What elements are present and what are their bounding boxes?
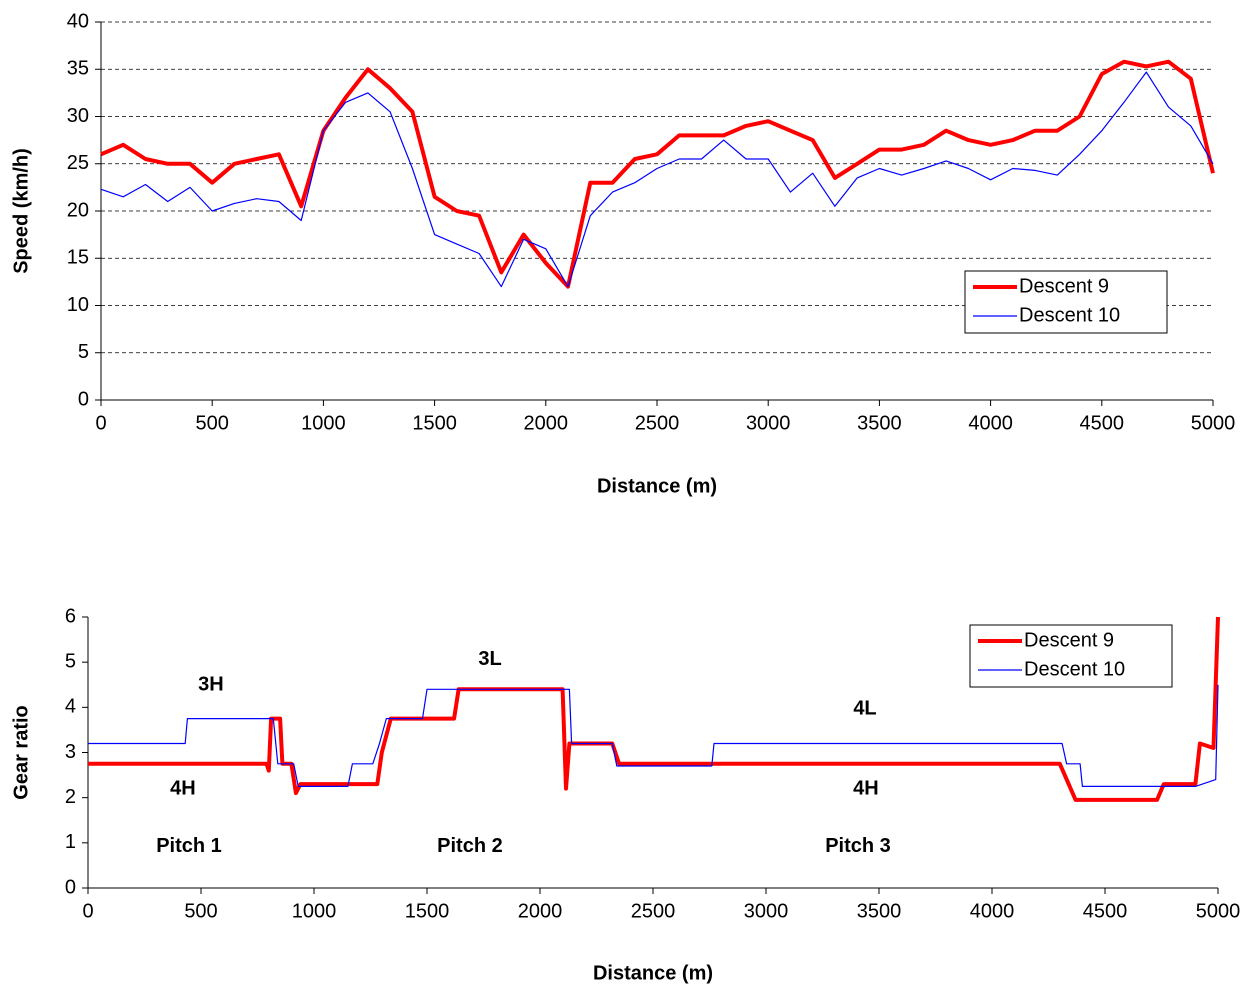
x-tick-label: 2000 (518, 900, 563, 922)
x-tick-label: 2500 (631, 900, 676, 922)
x-tick-label: 1000 (292, 900, 337, 922)
x-axis-title: Distance (m) (593, 962, 713, 984)
y-tick-label: 25 (67, 152, 89, 174)
legend-label: Descent 9 (1024, 629, 1114, 651)
x-tick-label: 4500 (1083, 900, 1128, 922)
y-axis-title: Speed (km/h) (10, 148, 32, 274)
x-tick-label: 4500 (1080, 412, 1125, 434)
annotation: Pitch 1 (156, 835, 222, 857)
annotation: Pitch 3 (825, 835, 891, 857)
annotation: 4H (853, 777, 879, 799)
x-tick-label: 500 (196, 412, 229, 434)
annotation: 3H (198, 673, 224, 695)
series-line (88, 684, 1219, 787)
legend-box (964, 270, 1168, 334)
y-tick-label: 4 (65, 696, 76, 718)
x-tick-label: 2000 (524, 412, 569, 434)
x-tick-label: 4000 (968, 412, 1013, 434)
y-tick-label: 5 (78, 341, 89, 363)
legend: Descent 9 Descent 10 (969, 624, 1173, 688)
x-tick-label: 3000 (744, 900, 789, 922)
annotation: 4L (853, 697, 876, 719)
x-tick-label: 1500 (412, 412, 457, 434)
x-tick-label: 3500 (857, 412, 902, 434)
chart: 0 1 2 3 4 5 6 0 500 1000 1500 2000 2500 3000 3500 4000 4… (10, 605, 1240, 984)
y-tick-label: 1 (65, 831, 76, 853)
y-tick-label: 0 (65, 876, 76, 898)
x-tick-label: 1000 (301, 412, 346, 434)
x-tick-label: 0 (95, 412, 106, 434)
x-tick-label: 500 (184, 900, 217, 922)
x-tick-label: 5000 (1191, 412, 1236, 434)
annotation: Pitch 2 (437, 835, 503, 857)
legend-label: Descent 9 (1019, 275, 1109, 297)
legend: Descent 9 Descent 10 (964, 270, 1168, 334)
y-tick-label: 15 (67, 247, 89, 269)
series-line (100, 71, 1214, 288)
legend-box (969, 624, 1173, 688)
y-tick-label: 6 (65, 605, 76, 627)
x-tick-label: 1500 (405, 900, 450, 922)
y-axis-title: Gear ratio (10, 705, 32, 799)
y-tick-label: 35 (67, 58, 89, 80)
legend-label: Descent 10 (1019, 304, 1120, 326)
x-tick-label: 4000 (970, 900, 1015, 922)
y-tick-label: 20 (67, 199, 89, 221)
annotation: 4H (170, 777, 196, 799)
y-tick-label: 30 (67, 105, 89, 127)
x-tick-label: 5000 (1196, 900, 1241, 922)
x-tick-label: 0 (82, 900, 93, 922)
series-line (100, 59, 1215, 289)
x-axis-title: Distance (m) (597, 475, 717, 497)
x-tick-label: 3500 (857, 900, 902, 922)
y-tick-label: 10 (67, 294, 89, 316)
chart: 0 5 10 15 20 25 30 35 40 0 500 1000 1500 2000 2500 3000… (10, 10, 1235, 497)
y-tick-label: 5 (65, 650, 76, 672)
y-tick-label: 2 (65, 786, 76, 808)
y-tick-label: 0 (78, 388, 89, 410)
y-tick-label: 3 (65, 741, 76, 763)
x-tick-label: 2500 (635, 412, 680, 434)
y-tick-label: 40 (67, 10, 89, 32)
x-tick-label: 3000 (746, 412, 791, 434)
legend-label: Descent 10 (1024, 658, 1125, 680)
annotation: 3L (478, 648, 501, 670)
